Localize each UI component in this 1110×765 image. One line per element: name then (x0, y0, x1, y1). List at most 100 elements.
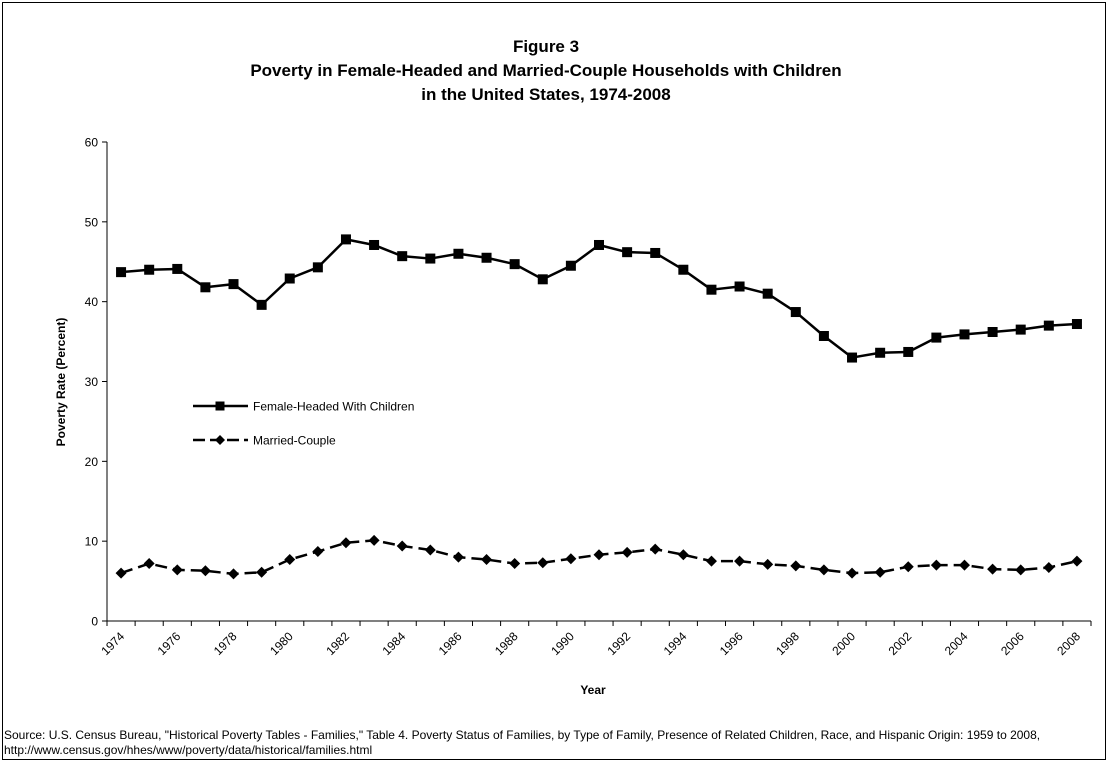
data-point-female-headed (312, 262, 323, 273)
x-tick-label: 1992 (604, 629, 633, 658)
data-point-married-couple (677, 549, 689, 561)
data-point-married-couple (284, 554, 296, 566)
x-tick-label: 2000 (829, 629, 858, 658)
data-point-female-headed (228, 279, 239, 290)
data-point-female-headed (1071, 319, 1082, 330)
data-point-female-headed (678, 264, 689, 275)
data-point-female-headed (734, 281, 745, 292)
legend: Female-Headed With Children Married-Coup… (193, 400, 414, 448)
data-point-married-couple (537, 557, 549, 569)
data-point-married-couple (930, 559, 942, 571)
y-tick-label: 20 (85, 455, 99, 469)
data-point-married-couple (649, 543, 661, 555)
x-tick-label: 2008 (1054, 629, 1083, 658)
data-point-married-couple (199, 565, 211, 577)
source-note: Source: U.S. Census Bureau, "Historical … (4, 728, 1041, 757)
data-point-married-couple (1015, 564, 1027, 576)
y-tick-label: 50 (85, 215, 99, 229)
chart-subtitle-line-1: Poverty in Female-Headed and Married-Cou… (250, 61, 841, 80)
data-point-female-headed (875, 347, 886, 358)
y-tick-label: 10 (85, 535, 99, 549)
x-tick-label: 2006 (998, 629, 1027, 658)
data-point-married-couple (1071, 555, 1083, 567)
x-tick-label: 1978 (211, 629, 240, 658)
data-point-female-headed (172, 263, 183, 274)
chart: Figure 3 Poverty in Female-Headed and Ma… (54, 37, 1092, 697)
data-point-female-headed (565, 260, 576, 271)
series-layer (115, 234, 1083, 580)
data-point-female-headed (369, 239, 380, 250)
y-tick-label: 0 (91, 615, 98, 629)
x-tick-label: 1984 (380, 629, 409, 658)
data-point-female-headed (818, 330, 829, 341)
data-point-married-couple (987, 563, 999, 575)
data-point-female-headed (425, 253, 436, 264)
data-point-female-headed (847, 352, 858, 363)
data-point-married-couple (481, 554, 493, 566)
x-axis-ticks: 1974 1976 1978 1980 1982 1984 1986 1988 1990 1992… (98, 621, 1092, 658)
x-tick-label: 1996 (717, 629, 746, 658)
data-point-married-couple (115, 567, 127, 579)
data-point-female-headed (453, 248, 464, 259)
y-tick-label: 30 (85, 375, 99, 389)
data-point-married-couple (705, 555, 717, 567)
y-tick-label: 60 (85, 136, 99, 150)
data-point-married-couple (958, 559, 970, 571)
data-point-female-headed (340, 234, 351, 245)
data-point-female-headed (931, 332, 942, 343)
data-point-married-couple (902, 561, 914, 573)
data-point-female-headed (200, 282, 211, 293)
data-point-married-couple (593, 549, 605, 561)
x-tick-label: 1980 (267, 629, 296, 658)
data-point-female-headed (1015, 324, 1026, 335)
data-point-married-couple (509, 558, 521, 570)
data-point-married-couple (396, 540, 408, 552)
data-point-married-couple (340, 537, 352, 549)
data-point-married-couple (228, 568, 240, 580)
x-tick-label: 1982 (323, 629, 352, 658)
data-point-female-headed (903, 346, 914, 357)
data-point-married-couple (143, 558, 155, 570)
data-point-married-couple (734, 555, 746, 567)
legend-label-female-headed: Female-Headed With Children (253, 400, 414, 414)
data-point-female-headed (397, 251, 408, 262)
x-tick-label: 1976 (155, 629, 184, 658)
data-point-married-couple (452, 551, 464, 563)
data-point-female-headed (706, 284, 717, 295)
x-tick-label: 2004 (942, 629, 971, 658)
x-tick-label: 1990 (548, 629, 577, 658)
data-point-married-couple (312, 546, 324, 558)
data-point-female-headed (256, 299, 267, 310)
x-tick-label: 1974 (98, 629, 127, 658)
legend-marker-female-headed (215, 401, 225, 411)
data-point-female-headed (537, 274, 548, 285)
x-tick-label: 1988 (492, 629, 521, 658)
data-point-married-couple (256, 566, 268, 578)
data-point-female-headed (762, 288, 773, 299)
data-point-female-headed (481, 252, 492, 263)
data-point-married-couple (818, 564, 830, 576)
x-axis-title: Year (580, 683, 606, 697)
data-point-married-couple (1043, 562, 1055, 574)
y-axis-ticks: 0 10 20 30 40 50 60 (85, 136, 107, 629)
data-point-female-headed (622, 247, 633, 258)
data-point-married-couple (621, 546, 633, 558)
legend-label-married-couple: Married-Couple (253, 434, 336, 448)
x-tick-label: 1986 (436, 629, 465, 658)
x-tick-label: 1994 (661, 629, 690, 658)
y-axis-title: Poverty Rate (Percent) (54, 318, 68, 447)
data-point-female-headed (594, 239, 604, 250)
data-point-female-headed (509, 259, 520, 270)
x-tick-label: 1998 (773, 629, 802, 658)
data-point-married-couple (874, 566, 886, 578)
data-point-married-couple (171, 564, 183, 576)
data-point-married-couple (368, 534, 380, 546)
x-tick-label: 2002 (886, 629, 915, 658)
data-point-married-couple (565, 553, 577, 565)
data-point-married-couple (424, 544, 436, 556)
chart-title: Figure 3 (513, 37, 579, 56)
y-tick-label: 40 (85, 295, 99, 309)
data-point-married-couple (846, 567, 858, 579)
data-point-female-headed (987, 327, 998, 338)
